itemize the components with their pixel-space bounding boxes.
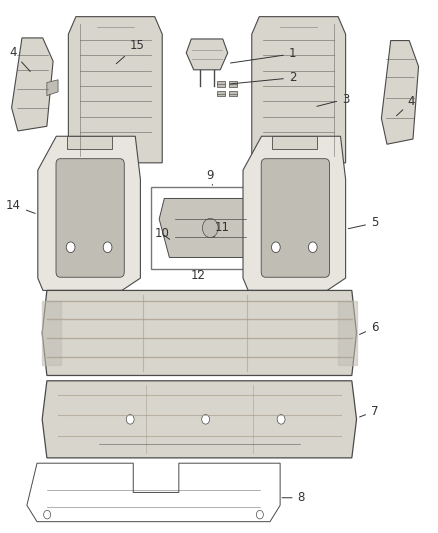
Polygon shape [252,17,346,163]
Circle shape [103,242,112,253]
Text: 11: 11 [214,221,230,237]
Circle shape [66,242,75,253]
Circle shape [44,511,51,519]
Text: 10: 10 [154,227,170,240]
Text: 9: 9 [207,168,214,185]
Bar [151,187,269,269]
Text: 3: 3 [317,93,350,107]
Circle shape [277,415,285,424]
Polygon shape [27,463,280,522]
Polygon shape [381,41,419,144]
Text: 1: 1 [230,47,297,63]
Text: 14: 14 [6,199,35,213]
Polygon shape [159,198,261,257]
Polygon shape [12,38,53,131]
Circle shape [272,242,280,253]
Circle shape [126,415,134,424]
Circle shape [202,219,218,238]
Polygon shape [217,91,225,96]
Circle shape [202,415,209,424]
Polygon shape [42,290,357,375]
Text: 2: 2 [230,71,297,84]
Text: 15: 15 [117,39,145,64]
Text: 4: 4 [10,46,30,71]
Polygon shape [42,301,61,365]
FancyBboxPatch shape [56,159,124,277]
Text: 12: 12 [191,269,205,282]
Text: 6: 6 [360,321,378,335]
Polygon shape [47,80,58,95]
Polygon shape [67,136,112,149]
Polygon shape [338,301,357,365]
Polygon shape [243,136,346,290]
Circle shape [308,242,317,253]
Text: 8: 8 [282,491,305,504]
Polygon shape [217,82,225,87]
Polygon shape [38,136,141,290]
Circle shape [256,511,263,519]
Polygon shape [42,381,357,458]
Polygon shape [272,136,317,149]
Polygon shape [186,39,228,70]
Polygon shape [68,17,162,163]
Polygon shape [229,91,237,96]
Text: 4: 4 [396,95,415,116]
FancyBboxPatch shape [261,159,329,277]
Polygon shape [229,82,237,87]
Text: 7: 7 [360,405,378,417]
Text: 5: 5 [348,216,378,229]
